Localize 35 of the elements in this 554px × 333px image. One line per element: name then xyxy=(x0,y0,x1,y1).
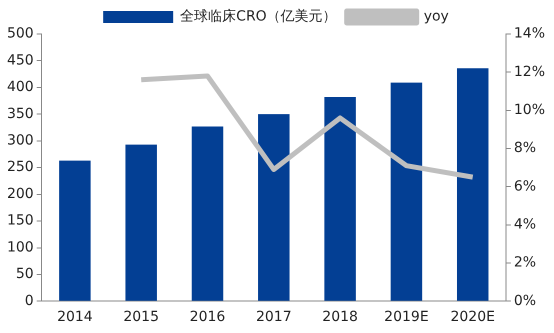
bar xyxy=(125,144,157,301)
x-tick-label: 2015 xyxy=(123,309,160,326)
legend-label: yoy xyxy=(424,8,449,25)
bar xyxy=(59,160,91,301)
y-tick-label: 50 xyxy=(16,266,34,282)
y2-tick-label: 14% xyxy=(514,26,546,42)
y-tick-label: 250 xyxy=(6,159,34,176)
x-tick-label: 2016 xyxy=(190,309,226,326)
y2-tick-label: 0% xyxy=(514,292,536,309)
y-tick-label: 150 xyxy=(6,212,34,229)
bar xyxy=(324,97,356,301)
x-tick-label: 2019E xyxy=(384,309,429,326)
y2-tick-label: 6% xyxy=(514,178,536,194)
x-tick-label: 2020E xyxy=(450,309,495,326)
y2-tick-label: 8% xyxy=(514,140,536,156)
y-tick-label: 100 xyxy=(6,239,34,256)
bar xyxy=(390,82,422,301)
y2-tick-label: 2% xyxy=(514,254,536,271)
y2-tick-label: 12% xyxy=(514,64,546,80)
y-tick-label: 500 xyxy=(6,26,34,42)
y-tick-label: 200 xyxy=(6,186,34,202)
y-tick-label: 0 xyxy=(24,292,34,309)
y2-tick-label: 4% xyxy=(514,216,536,232)
x-tick-label: 2018 xyxy=(322,309,358,326)
bar xyxy=(258,114,290,301)
y-tick-label: 350 xyxy=(6,106,34,122)
y-tick-label: 300 xyxy=(6,132,34,149)
bar xyxy=(192,126,224,301)
bar xyxy=(456,68,488,301)
y-tick-label: 400 xyxy=(6,79,34,96)
y-tick-label: 450 xyxy=(6,52,34,68)
y2-tick-label: 10% xyxy=(514,102,546,118)
legend-label: 全球临床CRO（亿美元） xyxy=(180,8,337,25)
x-tick-label: 2017 xyxy=(256,309,292,326)
x-tick-label: 2014 xyxy=(57,309,93,326)
